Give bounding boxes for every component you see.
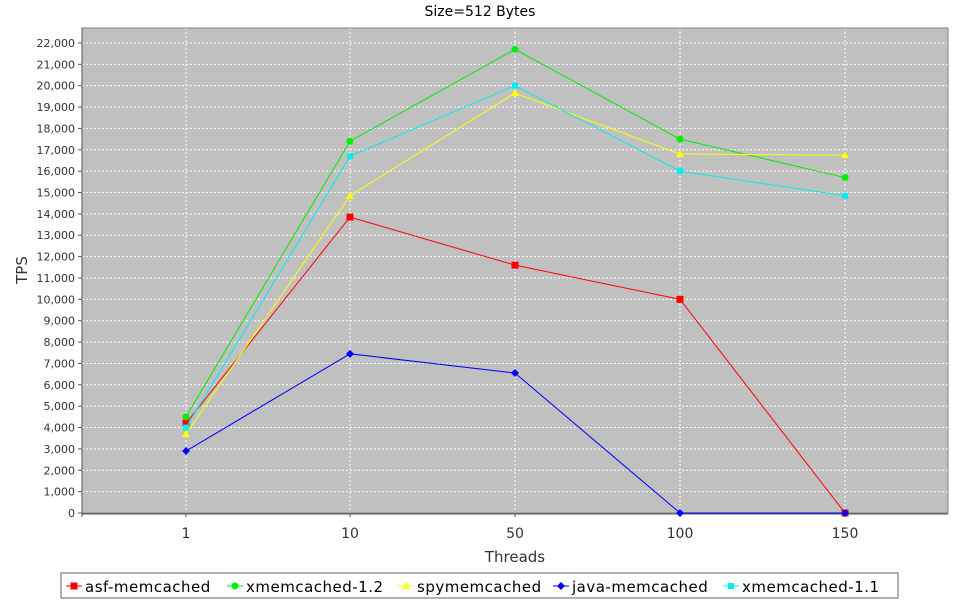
y-axis-label: TPS <box>13 256 31 285</box>
x-axis-label: Threads <box>484 548 545 566</box>
data-point <box>182 413 190 421</box>
x-tick-label: 10 <box>341 526 359 542</box>
y-tick-label: 3,000 <box>44 443 76 456</box>
data-point <box>511 369 519 378</box>
data-point <box>346 191 354 199</box>
data-point <box>182 419 190 427</box>
legend-item: spymemcached <box>398 578 542 596</box>
legend-label: java-memcached <box>571 578 708 596</box>
data-point <box>511 261 519 269</box>
y-tick-label: 15,000 <box>37 187 76 200</box>
data-point <box>511 45 519 53</box>
x-tick-labels: 1 10 50 100 150 <box>182 526 859 542</box>
y-tick-label: 6,000 <box>44 379 76 392</box>
series-java-memcached <box>182 349 849 517</box>
axes <box>78 27 949 517</box>
data-point <box>728 583 734 589</box>
data-point <box>182 429 190 437</box>
y-tick-label: 19,000 <box>37 101 76 114</box>
data-point <box>183 424 189 431</box>
series-xmemcached-1.1 <box>183 82 848 431</box>
series-spymemcached <box>182 89 849 437</box>
data-point <box>182 447 190 456</box>
data-point <box>676 135 684 143</box>
data-point <box>511 89 519 97</box>
y-tick-label: 10,000 <box>37 293 76 306</box>
y-tick-label: 12,000 <box>37 251 76 264</box>
legend: asf-memcached xmemcached-1.2 spymemcached j… <box>60 572 899 599</box>
data-point <box>841 151 849 159</box>
grid-lines <box>82 28 948 513</box>
y-tick-label: 16,000 <box>37 165 76 178</box>
series-lines <box>182 45 849 517</box>
y-tick-label: 4,000 <box>44 422 76 435</box>
y-tick-label: 2,000 <box>44 464 76 477</box>
x-tick-label: 100 <box>667 526 694 542</box>
legend-label: xmemcached-1.2 <box>246 578 384 596</box>
y-tick-label: 18,000 <box>37 122 76 135</box>
legend-item: java-memcached <box>553 578 708 596</box>
legend-box <box>60 572 899 599</box>
legend-label: xmemcached-1.1 <box>742 578 880 596</box>
x-tick-label: 150 <box>832 526 859 542</box>
y-tick-label: 5,000 <box>44 400 76 413</box>
data-point <box>346 349 354 358</box>
x-tick-label: 50 <box>506 526 524 542</box>
data-point <box>512 82 518 89</box>
legend-label: asf-memcached <box>85 578 211 596</box>
data-point <box>676 295 684 303</box>
series-xmemcached-1.2 <box>182 45 849 421</box>
x-tick-label: 1 <box>182 526 191 542</box>
data-point <box>841 509 849 517</box>
legend-item: xmemcached-1.1 <box>723 578 880 596</box>
data-point <box>841 174 849 182</box>
y-tick-label: 13,000 <box>37 229 76 242</box>
data-point <box>557 582 565 590</box>
data-point <box>402 582 410 589</box>
data-point <box>842 192 848 199</box>
y-tick-label: 11,000 <box>37 272 76 285</box>
data-point <box>346 213 354 221</box>
data-point <box>677 168 683 175</box>
y-tick-label: 0 <box>68 507 75 520</box>
y-tick-label: 22,000 <box>37 37 76 50</box>
y-tick-label: 1,000 <box>44 486 76 499</box>
legend-item: xmemcached-1.2 <box>227 578 384 596</box>
y-tick-label: 9,000 <box>44 315 76 328</box>
y-tick-label: 8,000 <box>44 336 76 349</box>
data-point <box>346 137 354 145</box>
y-tick-label: 17,000 <box>37 144 76 157</box>
data-point <box>676 150 684 158</box>
data-point <box>347 153 353 160</box>
legend-item: asf-memcached <box>66 578 211 596</box>
y-tick-label: 7,000 <box>44 357 76 370</box>
chart-title: Size=512 Bytes <box>425 4 536 20</box>
y-tick-label: 20,000 <box>37 80 76 93</box>
y-tick-labels: 0 1,000 2,000 3,000 4,000 5,000 6,000 7,000 8,00… <box>37 37 76 520</box>
y-tick-label: 14,000 <box>37 208 76 221</box>
y-tick-label: 21,000 <box>37 58 76 71</box>
data-point <box>70 582 78 590</box>
legend-label: spymemcached <box>417 578 542 596</box>
data-point <box>231 582 239 590</box>
data-point <box>676 509 684 517</box>
